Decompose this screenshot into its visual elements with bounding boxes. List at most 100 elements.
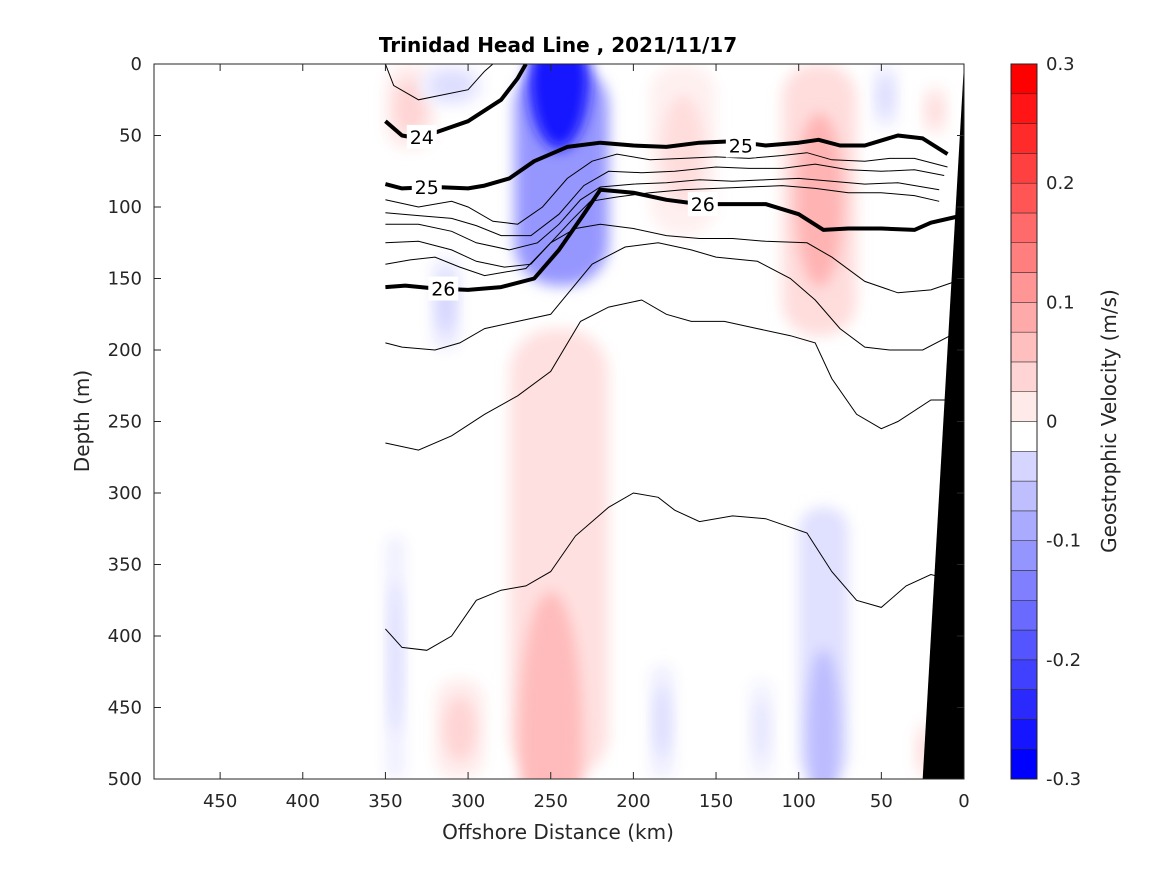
bathymetry bbox=[922, 64, 964, 779]
colorbar-segment bbox=[1010, 659, 1038, 690]
thin-density-contours bbox=[384, 64, 964, 651]
velocity-feature-core bbox=[528, 64, 590, 150]
colorbar-segment bbox=[1010, 123, 1038, 154]
colorbar-segment bbox=[1010, 302, 1038, 333]
y-axis-label: Depth (m) bbox=[70, 370, 94, 472]
colorbar: -0.3 -0.2 -0.1 0 0.1 0.2 0.3 bbox=[1010, 54, 1081, 790]
colorbar-segment bbox=[1010, 63, 1038, 95]
density-contour-26 bbox=[385, 187, 964, 292]
velocity-field bbox=[385, 64, 948, 779]
velocity-feature-core bbox=[394, 79, 427, 135]
chart-title: Trinidad Head Line , 2021/11/17 bbox=[379, 33, 737, 57]
velocity-feature-core bbox=[877, 75, 894, 117]
svg-text:25: 25 bbox=[729, 136, 753, 158]
density-contour-24 bbox=[384, 64, 528, 141]
isopycnal-line bbox=[385, 492, 948, 651]
isopycnal-line bbox=[384, 64, 494, 101]
velocity-feature-core bbox=[388, 579, 402, 736]
x-tick-label: 100 bbox=[782, 791, 816, 812]
velocity-feature-core bbox=[654, 685, 671, 759]
colorbar-segment bbox=[1010, 182, 1038, 214]
colorbar-segment bbox=[1010, 748, 1038, 780]
colorbar-segment bbox=[1010, 421, 1038, 452]
bold-density-contours bbox=[384, 64, 964, 292]
colorbar-segment bbox=[1010, 719, 1038, 750]
colorbar-segment bbox=[1010, 331, 1038, 363]
y-tick-label: 100 bbox=[108, 197, 142, 218]
velocity-feature-core bbox=[807, 649, 840, 779]
colorbar-tick-label: -0.1 bbox=[1046, 531, 1081, 552]
y-tick-label: 300 bbox=[108, 483, 142, 504]
velocity-feature-positive bbox=[435, 678, 485, 779]
colorbar-tick-label: -0.2 bbox=[1046, 650, 1081, 671]
density-contour-25 bbox=[384, 133, 949, 191]
contour-labels: 24 25 25 26 26 bbox=[406, 124, 756, 301]
velocity-feature-negative bbox=[385, 535, 406, 779]
contour-label: 26 bbox=[687, 192, 718, 217]
colorbar-segment bbox=[1010, 629, 1038, 661]
x-tick-label: 0 bbox=[958, 791, 969, 812]
velocity-feature-core bbox=[519, 591, 583, 779]
velocity-feature-negative bbox=[418, 64, 485, 107]
x-tick-label: 200 bbox=[616, 791, 650, 812]
svg-text:24: 24 bbox=[410, 127, 434, 149]
velocity-feature-negative bbox=[798, 507, 849, 779]
velocity-feature-positive bbox=[922, 85, 948, 136]
colorbar-tick-label: 0.2 bbox=[1046, 173, 1075, 194]
isopycnal-line bbox=[385, 242, 964, 351]
colorbar-tick-label: 0 bbox=[1046, 412, 1057, 433]
contour-label: 25 bbox=[411, 174, 442, 199]
colorbar-segment bbox=[1010, 689, 1038, 720]
colorbar-segment bbox=[1010, 600, 1038, 631]
colorbar-segment bbox=[1010, 212, 1038, 243]
x-tick-label: 450 bbox=[203, 791, 237, 812]
x-tick-label: 350 bbox=[368, 791, 402, 812]
colorbar-segment bbox=[1010, 510, 1038, 541]
x-tick-label: 250 bbox=[534, 791, 568, 812]
colorbar-segment bbox=[1010, 391, 1038, 422]
colorbar-segment bbox=[1010, 93, 1038, 124]
colorbar-label: Geostrophic Velocity (m/s) bbox=[1097, 289, 1121, 553]
y-tick-label: 450 bbox=[108, 698, 142, 719]
isopycnal-line bbox=[385, 223, 964, 294]
velocity-feature-positive bbox=[509, 328, 609, 779]
x-tick-label: 300 bbox=[451, 791, 485, 812]
velocity-feature-negative bbox=[431, 257, 460, 350]
velocity-feature-core bbox=[430, 71, 473, 100]
y-tick-label: 250 bbox=[108, 412, 142, 433]
velocity-feature-negative bbox=[649, 664, 675, 779]
x-axis-label: Offshore Distance (km) bbox=[442, 820, 674, 844]
velocity-feature-core bbox=[443, 696, 476, 761]
y-tick-label: 400 bbox=[108, 626, 142, 647]
velocity-feature-core bbox=[927, 94, 944, 127]
svg-text:26: 26 bbox=[431, 279, 455, 301]
velocity-feature-positive bbox=[782, 64, 857, 336]
isopycnal-line bbox=[385, 163, 945, 237]
y-tick-label: 500 bbox=[108, 769, 142, 790]
isopycnal-line bbox=[385, 177, 940, 251]
svg-text:25: 25 bbox=[415, 177, 439, 199]
y-axis: 0 50 100 150 200 250 300 350 400 450 500 bbox=[108, 54, 964, 790]
contour-label: 26 bbox=[428, 276, 459, 301]
colorbar-segment bbox=[1010, 480, 1038, 512]
x-tick-label: 150 bbox=[699, 791, 733, 812]
x-axis: 450 400 350 300 250 200 150 100 50 0 bbox=[203, 64, 970, 812]
colorbar-segment bbox=[1010, 361, 1038, 392]
isopycnal-line bbox=[385, 152, 948, 225]
colorbar-tick-label: 0.1 bbox=[1046, 292, 1075, 313]
isopycnal-line bbox=[385, 185, 940, 268]
colorbar-tick-label: -0.3 bbox=[1046, 769, 1081, 790]
y-tick-label: 50 bbox=[119, 126, 142, 147]
y-tick-label: 150 bbox=[108, 269, 142, 290]
velocity-feature-negative bbox=[873, 64, 898, 129]
velocity-feature-core bbox=[661, 94, 705, 205]
colorbar-tick-label: 0.3 bbox=[1046, 54, 1075, 75]
colorbar-segment bbox=[1010, 153, 1038, 184]
x-tick-label: 50 bbox=[870, 791, 893, 812]
colorbar-segment bbox=[1010, 272, 1038, 303]
contour-label: 25 bbox=[725, 133, 756, 158]
x-tick-label: 400 bbox=[286, 791, 320, 812]
colorbar-segment bbox=[1010, 451, 1038, 482]
y-tick-label: 0 bbox=[131, 54, 142, 75]
